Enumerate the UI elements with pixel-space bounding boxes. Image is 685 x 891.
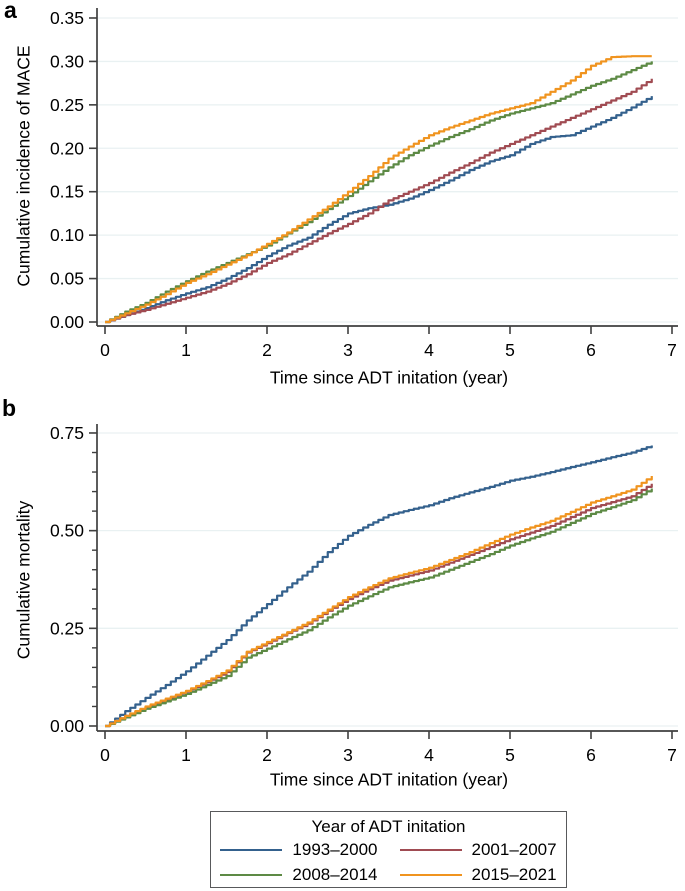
- y-tick-label: 0.20: [50, 138, 84, 158]
- x-tick-label: 5: [505, 340, 515, 360]
- x-tick-label: 3: [343, 745, 353, 765]
- series-line-2001–2007: [105, 78, 653, 324]
- panel-b-x-axis-title: Time since ADT initation (year): [269, 769, 509, 790]
- y-tick-label: 0.00: [50, 312, 84, 332]
- x-tick-label: 6: [586, 745, 596, 765]
- legend-item: 2015–2021: [399, 865, 557, 885]
- panel-b-letter: b: [2, 395, 17, 421]
- legend-line-swatch-2008-2014: [220, 873, 283, 877]
- legend-grid: 1993–2000 2001–2007 2008–2014 2015–2021: [220, 840, 557, 885]
- x-tick-label: 1: [181, 340, 191, 360]
- legend: Year of ADT initation 1993–2000 2001–200…: [210, 811, 567, 888]
- panel-a-y-axis-title: Cumulative incidence of MACE: [13, 45, 34, 287]
- x-tick-label: 7: [667, 745, 677, 765]
- x-tick-label: 0: [100, 745, 110, 765]
- legend-title: Year of ADT initation: [311, 817, 466, 836]
- panel-b-y-axis-title: Cumulative mortality: [13, 500, 34, 660]
- legend-item: 2001–2007: [399, 840, 557, 860]
- y-tick-label: 0.30: [50, 51, 84, 71]
- legend-label: 2001–2007: [471, 840, 557, 859]
- x-tick-label: 6: [586, 340, 596, 360]
- legend-line-swatch-1993-2000: [220, 848, 283, 852]
- legend-item: 2008–2014: [220, 865, 378, 885]
- y-tick-label: 0.00: [50, 716, 84, 736]
- y-tick-label: 0.15: [50, 182, 84, 202]
- y-tick-label: 0.75: [50, 423, 84, 443]
- panel-a-x-axis-title: Time since ADT initation (year): [269, 367, 509, 388]
- y-tick-label: 0.10: [50, 225, 84, 245]
- x-tick-label: 2: [262, 745, 272, 765]
- x-tick-label: 4: [424, 340, 434, 360]
- legend-item: 1993–2000: [220, 840, 378, 860]
- x-tick-label: 1: [181, 745, 191, 765]
- x-tick-label: 7: [667, 340, 677, 360]
- y-tick-label: 0.05: [50, 269, 84, 289]
- legend-label: 2015–2021: [471, 865, 557, 884]
- series-line-2015–2021: [105, 55, 652, 324]
- series-line-2015–2021: [105, 475, 653, 728]
- y-tick-label: 0.25: [50, 95, 84, 115]
- x-tick-label: 5: [505, 745, 515, 765]
- legend-line-swatch-2001-2007: [399, 848, 462, 852]
- panel-a-letter: a: [4, 0, 17, 23]
- legend-line-swatch-2015-2021: [399, 873, 462, 877]
- legend-label: 2008–2014: [292, 865, 378, 884]
- x-tick-label: 3: [343, 340, 353, 360]
- legend-label: 1993–2000: [292, 840, 378, 859]
- series-line-2008–2014: [105, 61, 653, 324]
- y-tick-label: 0.50: [50, 521, 84, 541]
- x-tick-label: 2: [262, 340, 272, 360]
- y-tick-label: 0.25: [50, 618, 84, 638]
- series-line-1993–2000: [105, 445, 653, 728]
- y-tick-label: 0.35: [50, 8, 84, 28]
- x-tick-label: 4: [424, 745, 434, 765]
- x-tick-label: 0: [100, 340, 110, 360]
